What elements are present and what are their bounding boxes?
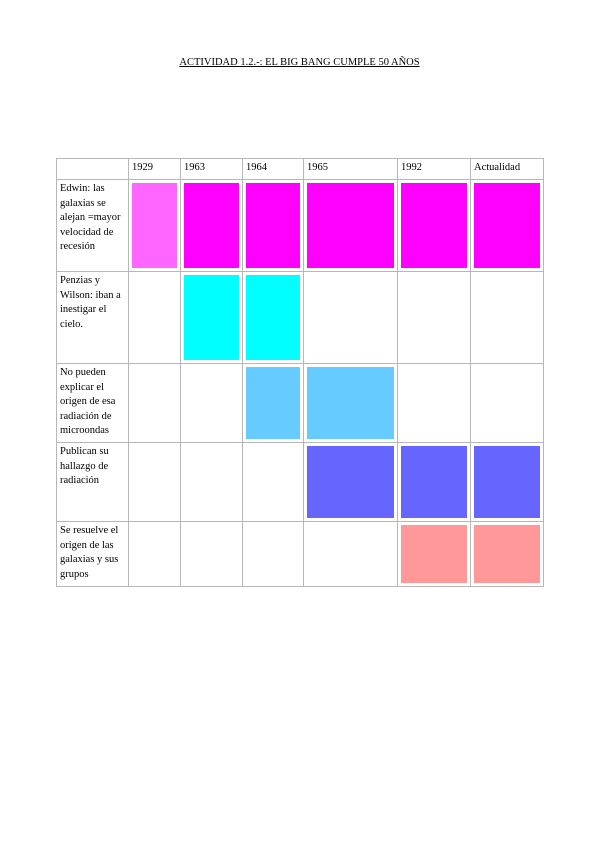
timeline-cell bbox=[470, 363, 544, 443]
color-block bbox=[184, 275, 239, 360]
timeline-cell bbox=[303, 363, 398, 443]
timeline-cell bbox=[397, 179, 471, 272]
event-row-penzias-wilson: Penzias y Wilson: iban a inestigar el ci… bbox=[56, 271, 544, 364]
event-row-explicar: No pueden explicar el origen de esa radi… bbox=[56, 363, 544, 443]
timeline-cell bbox=[470, 442, 544, 522]
color-block bbox=[307, 446, 394, 518]
timeline-cell bbox=[303, 442, 398, 522]
timeline-cell bbox=[180, 442, 243, 522]
timeline-cell bbox=[397, 271, 471, 364]
color-block bbox=[307, 183, 394, 268]
timeline-cell bbox=[242, 179, 304, 272]
timeline-cell bbox=[242, 271, 304, 364]
timeline-table: 1929 1963 1964 1965 1992 Actualidad Edwi… bbox=[56, 158, 544, 587]
timeline-cell bbox=[242, 442, 304, 522]
timeline-cell bbox=[303, 521, 398, 587]
event-row-resuelve: Se resuelve el origen de las galaxias y … bbox=[56, 521, 544, 587]
timeline-cell bbox=[180, 521, 243, 587]
timeline-cell bbox=[180, 179, 243, 272]
color-block bbox=[246, 183, 300, 268]
color-block bbox=[401, 446, 467, 518]
color-block bbox=[246, 275, 300, 360]
event-label-resuelve: Se resuelve el origen de las galaxias y … bbox=[56, 521, 129, 587]
color-block bbox=[474, 183, 540, 268]
color-block bbox=[401, 525, 467, 583]
color-block bbox=[474, 446, 540, 518]
document-title: ACTIVIDAD 1.2.-: EL BIG BANG CUMPLE 50 A… bbox=[179, 57, 420, 68]
color-block bbox=[307, 367, 394, 439]
timeline-cell bbox=[180, 363, 243, 443]
event-label-publican: Publican su hallazgo de radiación bbox=[56, 442, 129, 522]
timeline-cell bbox=[128, 179, 181, 272]
year-header-1929: 1929 bbox=[128, 158, 181, 180]
timeline-cell bbox=[128, 442, 181, 522]
header-row: 1929 1963 1964 1965 1992 Actualidad bbox=[56, 158, 544, 180]
corner-cell bbox=[56, 158, 129, 180]
timeline-cell bbox=[397, 442, 471, 522]
timeline-cell bbox=[397, 363, 471, 443]
timeline-cell bbox=[470, 521, 544, 587]
color-block bbox=[132, 183, 177, 268]
year-header-1964: 1964 bbox=[242, 158, 304, 180]
year-header-1965: 1965 bbox=[303, 158, 398, 180]
color-block bbox=[246, 367, 300, 439]
timeline-cell bbox=[128, 271, 181, 364]
timeline-cell bbox=[242, 363, 304, 443]
color-block bbox=[474, 525, 540, 583]
timeline-cell bbox=[128, 521, 181, 587]
event-row-publican: Publican su hallazgo de radiación bbox=[56, 442, 544, 522]
timeline-cell bbox=[470, 179, 544, 272]
color-block bbox=[401, 183, 467, 268]
timeline-cell bbox=[303, 179, 398, 272]
event-label-edwin: Edwin: las galaxias se alejan =mayor vel… bbox=[56, 179, 129, 272]
timeline-cell bbox=[180, 271, 243, 364]
event-label-penzias-wilson: Penzias y Wilson: iban a inestigar el ci… bbox=[56, 271, 129, 364]
color-block bbox=[184, 183, 239, 268]
timeline-cell bbox=[303, 271, 398, 364]
timeline-cell bbox=[470, 271, 544, 364]
timeline-cell bbox=[397, 521, 471, 587]
event-row-edwin: Edwin: las galaxias se alejan =mayor vel… bbox=[56, 179, 544, 272]
timeline-cell bbox=[128, 363, 181, 443]
year-header-1992: 1992 bbox=[397, 158, 471, 180]
year-header-1963: 1963 bbox=[180, 158, 243, 180]
timeline-cell bbox=[242, 521, 304, 587]
year-header-actualidad: Actualidad bbox=[470, 158, 544, 180]
event-label-explicar: No pueden explicar el origen de esa radi… bbox=[56, 363, 129, 443]
